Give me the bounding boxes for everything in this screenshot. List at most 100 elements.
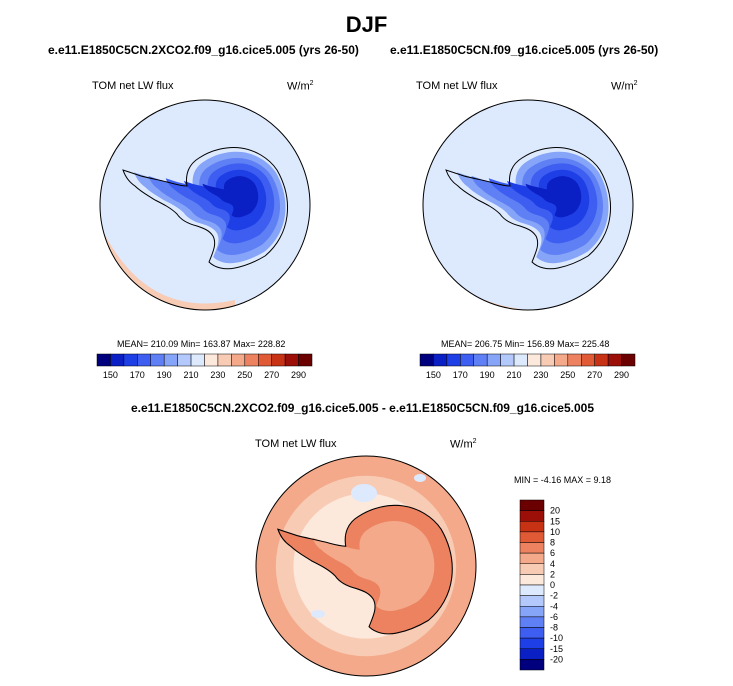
colorbar-1-swatch: [298, 353, 313, 367]
colorbar-3-tick-label: 10: [550, 527, 560, 537]
colorbar-1-swatch: [284, 353, 299, 367]
colorbar-1-tick-label: 270: [264, 370, 279, 380]
colorbar-3-tick-label: 15: [550, 516, 560, 526]
colorbar-2-swatch: [460, 353, 474, 367]
colorbar-1-swatch: [217, 353, 232, 367]
panel-3-units: W/m2: [450, 438, 477, 451]
colorbar-2-tick-label: 150: [426, 370, 441, 380]
map-3-negative-patch-1: [351, 484, 377, 502]
panel-1-units: W/m2: [287, 80, 314, 93]
colorbar-1-tick-label: 190: [157, 370, 172, 380]
colorbar-1-swatch: [244, 353, 259, 367]
panel-1-variable-label: TOM net LW flux: [92, 80, 174, 92]
map-2-field: [423, 100, 633, 310]
colorbar-1-swatch: [163, 353, 178, 367]
panel-2-stats: MEAN= 206.75 Min= 156.89 Max= 225.48: [441, 339, 610, 349]
colorbar-3-tick-label: 8: [550, 538, 555, 548]
panel-2-variable-label: TOM net LW flux: [416, 80, 498, 92]
colorbar-1-tick-label: 250: [237, 370, 252, 380]
colorbar-2-swatch: [527, 353, 542, 367]
panel-1-stats: MEAN= 210.09 Min= 163.87 Max= 228.82: [117, 339, 286, 349]
colorbar-2-swatch: [621, 353, 636, 367]
colorbar-3-swatch: [519, 521, 545, 533]
colorbar-2-tick-label: 170: [453, 370, 468, 380]
colorbar-1-swatch: [96, 353, 111, 367]
colorbar-1-tick-label: 290: [291, 370, 306, 380]
colorbar-1-swatch: [258, 353, 272, 367]
map-3-border: [255, 455, 477, 677]
colorbar-2-tick-label: 250: [560, 370, 575, 380]
colorbar-1-swatch: [231, 353, 246, 367]
colorbar-3-tick-label: 0: [550, 580, 555, 590]
colorbar-2-tick-label: 210: [507, 370, 522, 380]
colorbar-3-swatch: [519, 510, 545, 522]
colorbar-3-swatch: [519, 606, 545, 618]
colorbar-3-tick-label: -8: [550, 623, 558, 633]
panel-2-title: e.e11.E1850C5CN.f09_g16.cice5.005 (yrs 2…: [390, 43, 659, 57]
panel-3-variable-label: TOM net LW flux: [255, 438, 337, 450]
colorbar-2-tick-label: 290: [614, 370, 629, 380]
map-3-field: [256, 456, 476, 676]
colorbar-3-swatch: [519, 574, 545, 586]
colorbar-2-swatch: [500, 353, 515, 367]
colorbar-2-swatch: [581, 353, 595, 367]
colorbar-3-tick-label: -4: [550, 601, 558, 611]
map-3-negative-patch-2: [414, 474, 426, 482]
map-1-border: [99, 99, 311, 311]
colorbar-3-swatch: [519, 616, 545, 628]
colorbar-1-tick-label: 150: [103, 370, 118, 380]
panel-2-units: W/m2: [611, 80, 638, 93]
colorbar-1-tick-label: 170: [130, 370, 145, 380]
colorbar-2-swatch: [567, 353, 582, 367]
colorbar-2-tick-label: 270: [587, 370, 602, 380]
colorbar-1-swatch: [177, 353, 192, 367]
colorbar-3-swatch: [519, 627, 545, 639]
colorbar-1-swatch: [123, 353, 138, 367]
colorbar-3-tick-label: -6: [550, 612, 558, 622]
colorbar-3-tick-label: 4: [550, 559, 555, 569]
colorbar-3-swatch: [519, 659, 545, 671]
panel-3-title: e.e11.E1850C5CN.2XCO2.f09_g16.cice5.005 …: [131, 401, 594, 415]
colorbar-2-swatch: [433, 353, 448, 367]
colorbar-2-swatch: [419, 353, 434, 367]
colorbar-3-swatch: [519, 499, 545, 511]
colorbar-3-swatch: [519, 563, 545, 575]
colorbar-2-swatch: [446, 353, 461, 367]
colorbar-1-swatch: [137, 353, 151, 367]
colorbar-3-tick-label: -15: [550, 644, 563, 654]
colorbar-3-tick-label: -10: [550, 633, 563, 643]
colorbar-2-swatch: [554, 353, 569, 367]
colorbar-2-swatch: [594, 353, 609, 367]
colorbar-2-swatch: [473, 353, 488, 367]
colorbar-3-tick-label: -20: [550, 654, 563, 664]
colorbar-3-swatch: [519, 542, 545, 554]
colorbar-1-swatch: [150, 353, 165, 367]
colorbar-2-swatch: [486, 353, 501, 367]
colorbar-3-swatch: [519, 595, 545, 607]
colorbar-1-swatch: [204, 353, 219, 367]
colorbar-3-swatch: [519, 637, 545, 649]
colorbar-2-tick-label: 190: [480, 370, 495, 380]
colorbar-2-swatch: [607, 353, 622, 367]
colorbar-2-swatch: [540, 353, 555, 367]
colorbar-3-swatch: [519, 584, 545, 596]
colorbar-1-swatch: [271, 353, 286, 367]
colorbar-1-tick-label: 230: [210, 370, 225, 380]
colorbar-1-swatch: [190, 353, 205, 367]
figure-title: DJF: [345, 12, 388, 37]
colorbar-3-tick-label: -2: [550, 591, 558, 601]
colorbar-1-swatch: [110, 353, 125, 367]
panel-1-title: e.e11.E1850C5CN.2XCO2.f09_g16.cice5.005 …: [48, 43, 359, 57]
map-2-border: [422, 99, 634, 311]
colorbar-2-tick-label: 230: [533, 370, 548, 380]
colorbar-3-tick-label: 20: [550, 506, 560, 516]
colorbar-2-swatch: [513, 353, 528, 367]
panel-3-stats: MIN = -4.16 MAX = 9.18: [514, 475, 612, 485]
colorbar-3-swatch: [519, 552, 545, 564]
colorbar-3-swatch: [519, 648, 545, 660]
map-3-negative-patch-3: [311, 610, 325, 618]
colorbar-3-swatch: [519, 531, 545, 543]
colorbar-1-tick-label: 210: [184, 370, 199, 380]
colorbar-3-tick-label: 6: [550, 548, 555, 558]
